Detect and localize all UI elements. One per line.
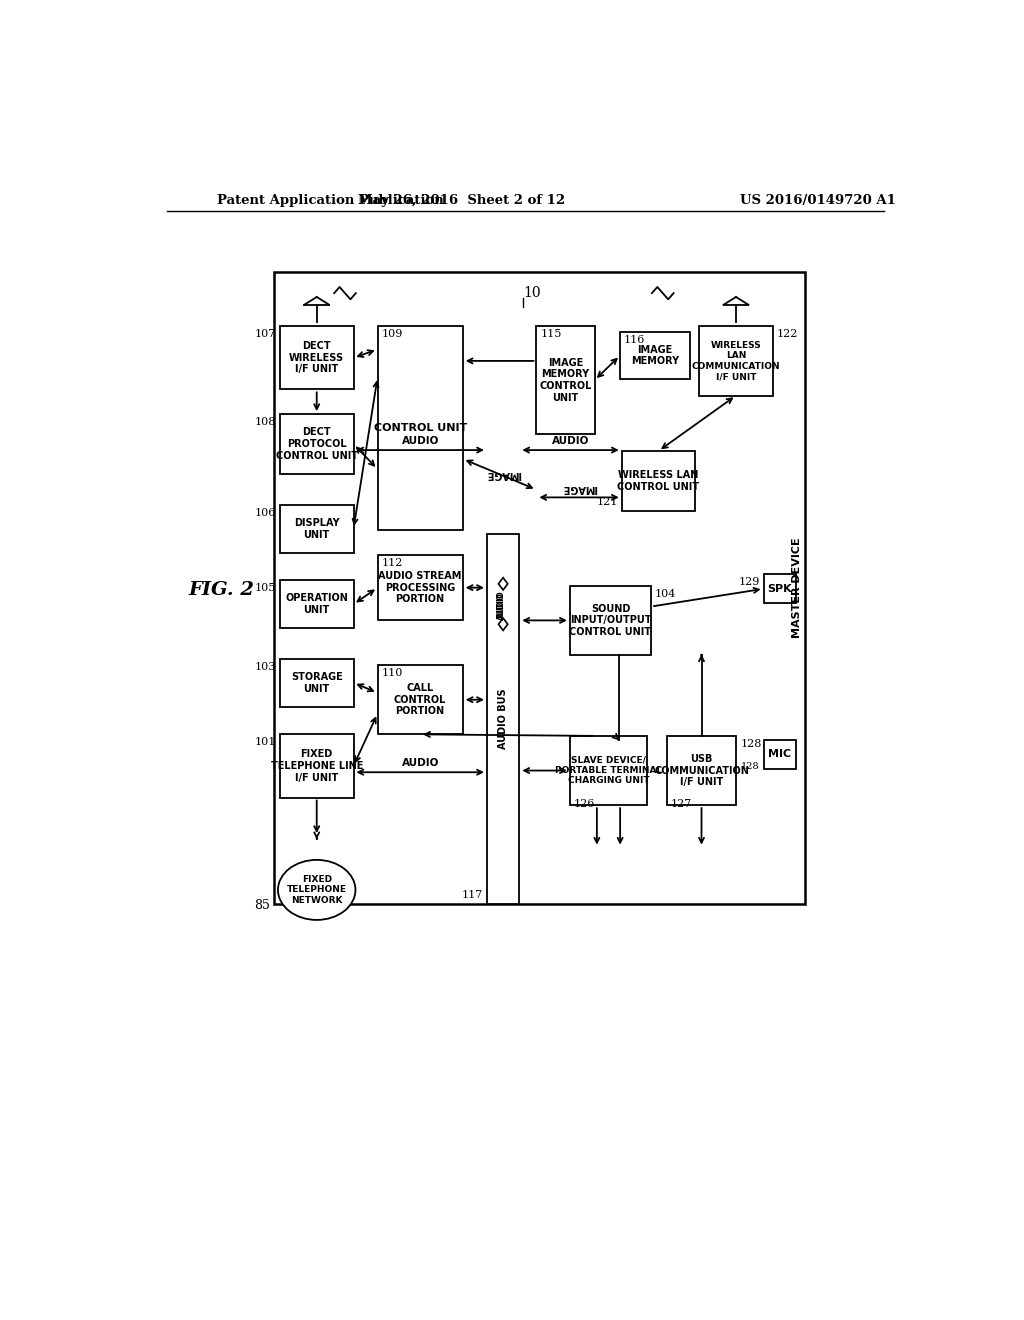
Text: WIRELESS
LAN
COMMUNICATION
I/F UNIT: WIRELESS LAN COMMUNICATION I/F UNIT <box>691 341 780 381</box>
Text: 108: 108 <box>255 417 276 428</box>
Text: 116: 116 <box>624 335 645 345</box>
Bar <box>486 535 519 904</box>
Bar <box>280 506 353 553</box>
Bar <box>537 326 595 434</box>
Bar <box>280 734 353 797</box>
Text: OPERATION
UNIT: OPERATION UNIT <box>286 594 348 615</box>
Text: MIC: MIC <box>768 750 792 759</box>
Text: AUDIO: AUDIO <box>552 436 589 446</box>
Bar <box>280 659 353 706</box>
Text: 122: 122 <box>776 330 798 339</box>
Text: 103: 103 <box>255 663 276 672</box>
Bar <box>667 737 736 805</box>
Text: CONTROL UNIT: CONTROL UNIT <box>374 424 467 433</box>
Text: DECT
PROTOCOL
CONTROL UNIT: DECT PROTOCOL CONTROL UNIT <box>275 428 357 461</box>
Bar <box>280 581 353 628</box>
Text: 115: 115 <box>541 330 562 339</box>
Text: AUDIO: AUDIO <box>401 758 439 768</box>
Text: CALL
CONTROL
PORTION: CALL CONTROL PORTION <box>394 684 446 717</box>
Text: AUDIO: AUDIO <box>497 593 506 620</box>
Text: SOUND
INPUT/OUTPUT
CONTROL UNIT: SOUND INPUT/OUTPUT CONTROL UNIT <box>569 603 651 638</box>
Text: 110: 110 <box>381 668 402 678</box>
Text: IMAGE
MEMORY: IMAGE MEMORY <box>631 345 679 367</box>
Bar <box>764 739 796 770</box>
Bar <box>569 737 647 805</box>
Bar <box>622 451 695 511</box>
Text: 107: 107 <box>255 330 276 339</box>
Bar <box>280 326 353 389</box>
Bar <box>569 586 651 655</box>
Bar <box>621 331 690 379</box>
Text: DISPLAY
UNIT: DISPLAY UNIT <box>294 517 340 540</box>
Text: 121: 121 <box>596 498 617 507</box>
Text: 117: 117 <box>462 890 483 900</box>
Text: IMAGE
MEMORY
CONTROL
UNIT: IMAGE MEMORY CONTROL UNIT <box>540 358 592 403</box>
Text: 104: 104 <box>655 589 677 599</box>
Text: 10: 10 <box>523 286 541 300</box>
Text: 106: 106 <box>255 508 276 517</box>
Ellipse shape <box>278 859 355 920</box>
Text: SLAVE DEVICE/
PORTABLE TERMINAL
CHARGING UNIT: SLAVE DEVICE/ PORTABLE TERMINAL CHARGING… <box>555 755 663 785</box>
Text: 126: 126 <box>573 799 595 809</box>
Bar <box>273 272 805 904</box>
Text: USB
COMMUNICATION
I/F UNIT: USB COMMUNICATION I/F UNIT <box>654 754 749 787</box>
Text: 109: 109 <box>381 330 402 339</box>
Text: MASTER DEVICE: MASTER DEVICE <box>792 537 802 639</box>
Text: 105: 105 <box>255 583 276 594</box>
Text: 127: 127 <box>671 799 692 809</box>
Text: May 26, 2016  Sheet 2 of 12: May 26, 2016 Sheet 2 of 12 <box>357 194 565 207</box>
Text: FIXED
TELEPHONE LINE
I/F UNIT: FIXED TELEPHONE LINE I/F UNIT <box>270 750 362 783</box>
Text: FIXED
TELEPHONE
NETWORK: FIXED TELEPHONE NETWORK <box>287 875 347 904</box>
Bar <box>378 665 463 734</box>
Text: STORAGE
UNIT: STORAGE UNIT <box>291 672 343 693</box>
Text: AUDIO: AUDIO <box>401 436 439 446</box>
Text: 129: 129 <box>738 577 760 587</box>
Text: IMAGE: IMAGE <box>485 470 521 479</box>
Bar <box>764 574 796 603</box>
Text: AUDIO BUS: AUDIO BUS <box>498 689 508 750</box>
Text: 128: 128 <box>741 762 760 771</box>
Bar <box>378 554 463 620</box>
Text: 112: 112 <box>381 558 402 568</box>
Text: US 2016/0149720 A1: US 2016/0149720 A1 <box>740 194 896 207</box>
Text: IMAGE: IMAGE <box>561 483 597 494</box>
Text: 85: 85 <box>254 899 270 912</box>
Text: SPK: SPK <box>767 583 793 594</box>
Bar <box>378 326 463 531</box>
Text: 101: 101 <box>255 738 276 747</box>
Text: Patent Application Publication: Patent Application Publication <box>217 194 443 207</box>
Text: DECT
WIRELESS
I/F UNIT: DECT WIRELESS I/F UNIT <box>289 342 344 375</box>
Text: AUDIO STREAM
PROCESSING
PORTION: AUDIO STREAM PROCESSING PORTION <box>379 572 462 605</box>
Text: FIG. 2: FIG. 2 <box>188 581 254 598</box>
Bar <box>280 414 353 474</box>
Text: WIRELESS LAN
CONTROL UNIT: WIRELESS LAN CONTROL UNIT <box>617 470 699 492</box>
Bar <box>699 326 773 396</box>
Text: 128: 128 <box>740 739 762 748</box>
Text: AUDIO: AUDIO <box>497 591 506 619</box>
